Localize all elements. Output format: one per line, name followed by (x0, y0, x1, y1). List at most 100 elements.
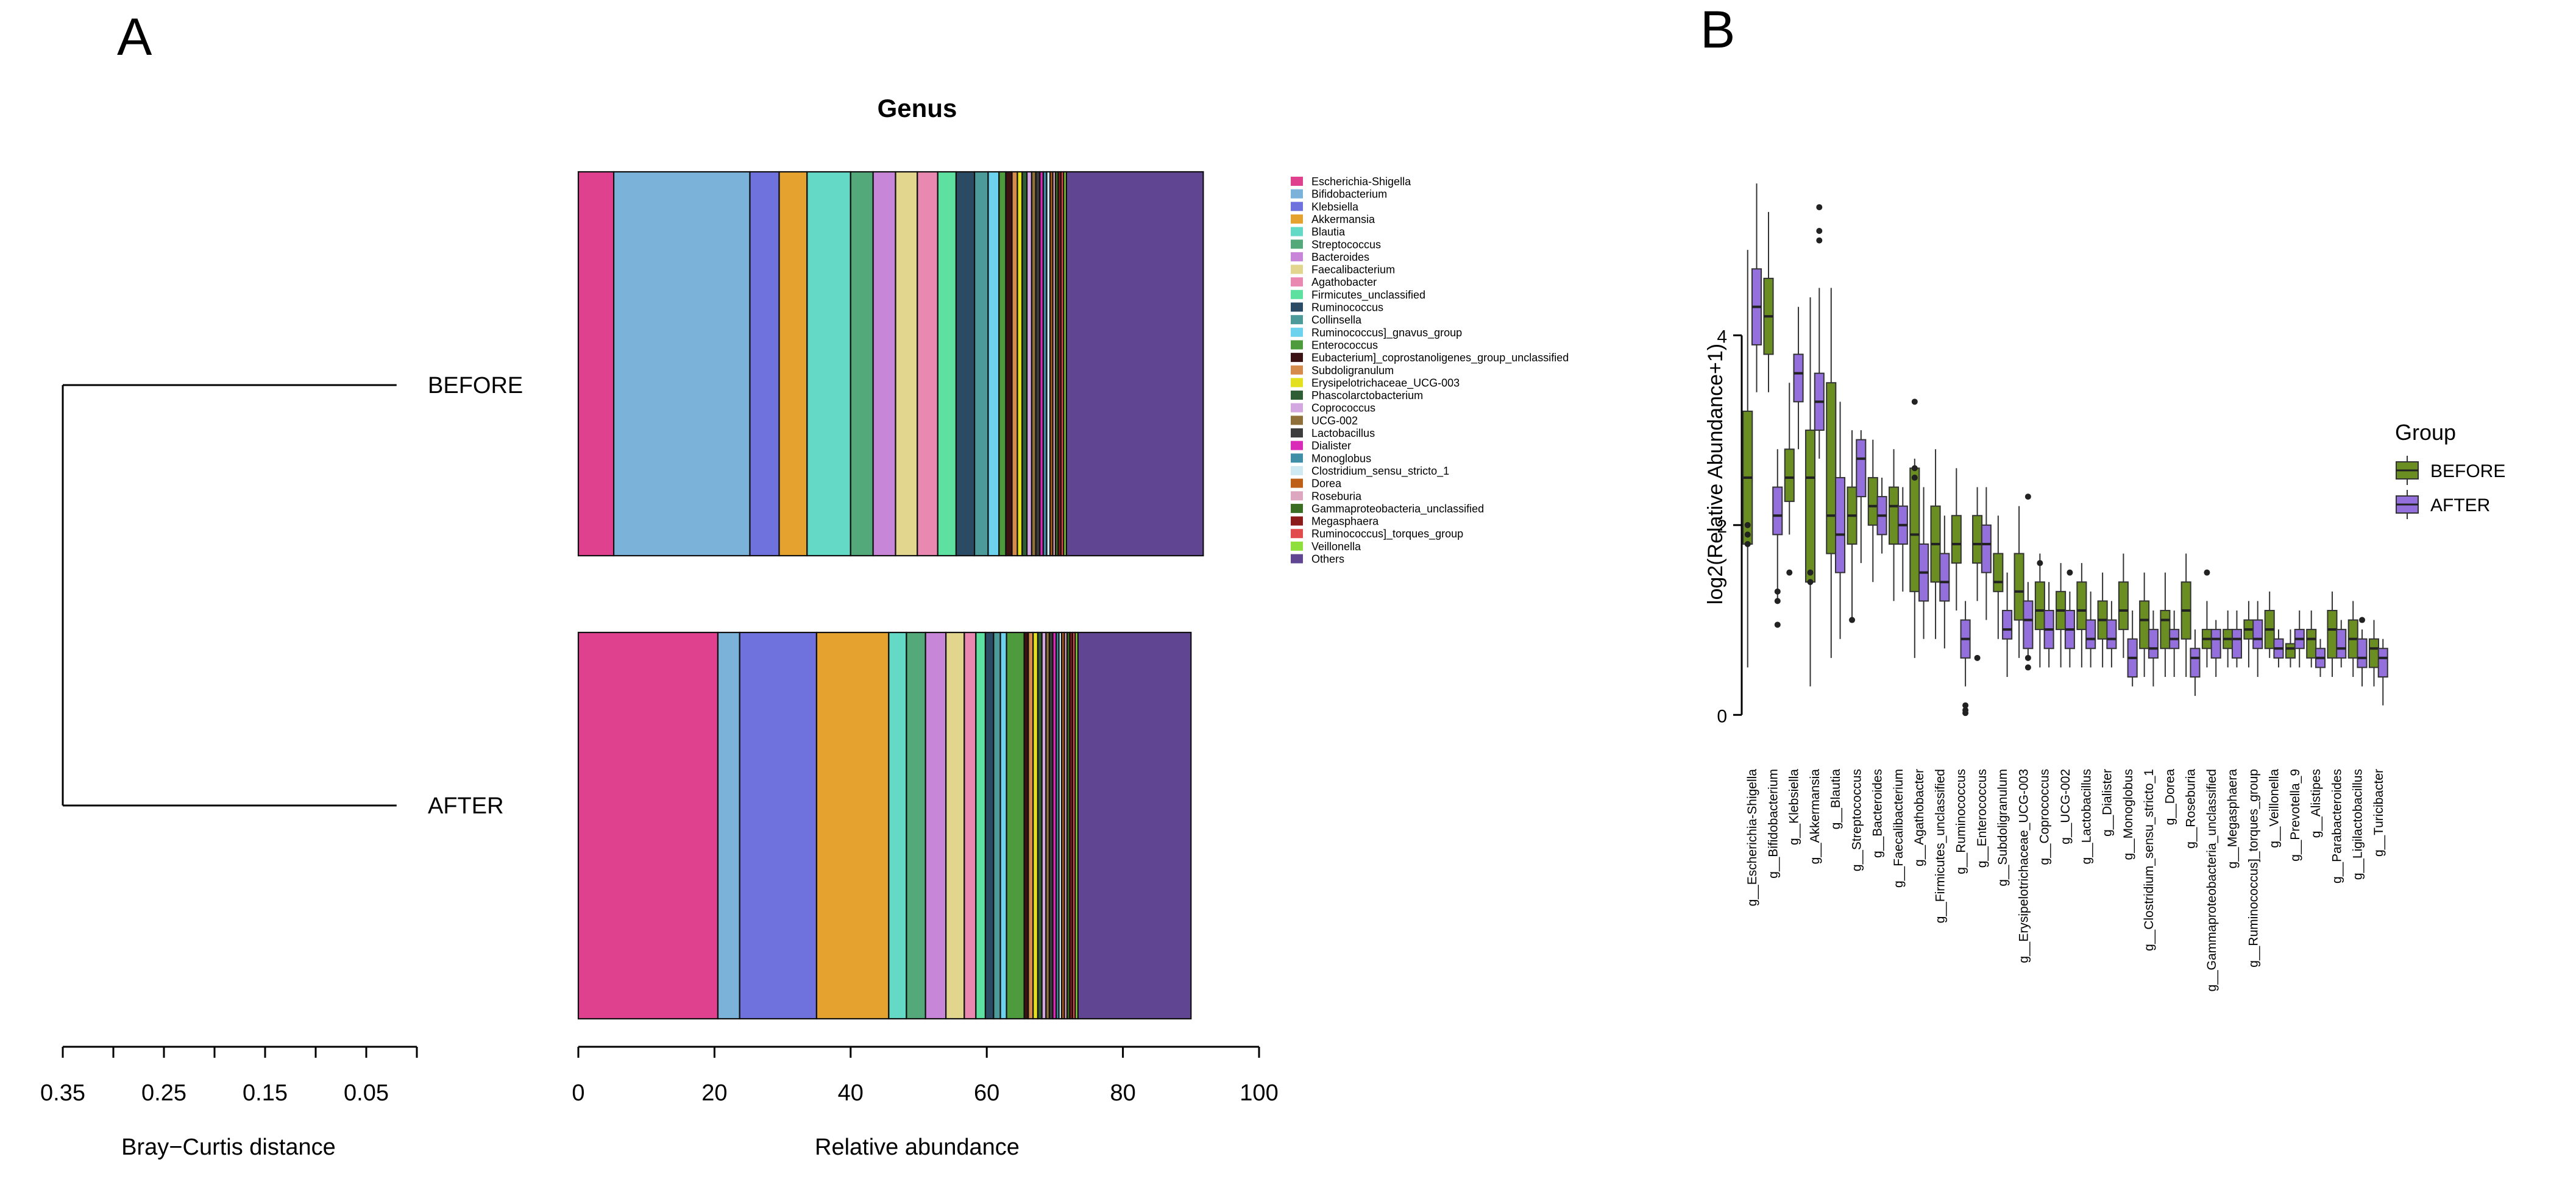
outlier-before-g-coprococcus (2037, 560, 2043, 567)
outlier-after-g-ucg-002 (2067, 569, 2073, 576)
box-before-g-akkermansia-iqr (1804, 430, 1816, 583)
x-tick-label-g-alistipes: g__Alistipes (2309, 769, 2323, 838)
outlier-before-g-escherichia-shigella (1744, 522, 1751, 528)
outlier-before-g-enterococcus (1974, 654, 1981, 661)
outlier-before-g-agathobacter (1911, 465, 1918, 472)
legend-swatch-erysipelotrichaceae-ucg-003 (1291, 378, 1303, 388)
box-before-g-coprococcus-iqr (2034, 581, 2045, 631)
legend-label-streptococcus: Streptococcus (1311, 238, 1381, 250)
box-after-g-megasphaera-iqr (2231, 629, 2242, 659)
x-tick-label-g-turicibacter: g__Turicibacter (2372, 769, 2386, 857)
legend-label-akkermansia: Akkermansia (1311, 213, 1375, 225)
dendrogram-tick-label: 0.25 (141, 1080, 186, 1106)
legend-label-coprococcus: Coprococcus (1311, 402, 1375, 414)
x-tick-label-g-dorea: g__Dorea (2163, 769, 2177, 826)
outlier-after-g-ruminococcus (1962, 710, 1969, 717)
outlier-after-g-erysipelotrichaceae-ucg-003 (2024, 654, 2031, 661)
legend-swatch-gammaproteobacteria-unclassified (1291, 503, 1303, 513)
legend-swatch-others (1291, 554, 1303, 564)
outlier-after-g-bifidobacterium (1774, 588, 1781, 595)
bar-before-phascolarctobacterium (1021, 171, 1028, 557)
dendrogram-tick-label: 0.15 (243, 1080, 288, 1106)
boxplot-y-axis: 0 2 4 (1717, 327, 1743, 726)
bar-after-others (1077, 631, 1192, 1020)
box-before-g-agathobacter-iqr (1909, 467, 1920, 592)
bar-after-ruminococcus-gnavus-group (999, 631, 1007, 1020)
dendrogram-leaf-before: BEFORE (428, 373, 523, 398)
outlier-after-g-ligilactobacillus (2358, 617, 2365, 623)
relative-abundance-x-label: Relative abundance (815, 1135, 1020, 1160)
legend-swatch-clostridium-sensu-stricto-1 (1291, 466, 1303, 475)
box-after-g-enterococcus-iqr (1981, 524, 1992, 573)
legend-swatch-firmicutes-unclassified (1291, 289, 1303, 299)
x-tick-label-g-agathobacter: g__Agathobacter (1912, 769, 1926, 866)
bar-before-erysipelotrichaceae-ucg-003 (1017, 171, 1023, 557)
dendrogram-tick-label: 0.35 (40, 1080, 85, 1106)
outlier-after-g-erysipelotrichaceae-ucg-003 (2024, 494, 2031, 500)
x-tick-label-g-akkermansia: g__Akkermansia (1808, 769, 1822, 865)
x-tick-label-g-firmicutes-unclassified: g__Firmicutes_unclassified (1933, 769, 1947, 923)
legend-swatch-blautia (1291, 227, 1303, 236)
outlier-before-g-gammaproteobacteria-unclassified (2204, 569, 2210, 576)
legend-label-clostridium-sensu-stricto-1: Clostridium_sensu_stricto_1 (1311, 465, 1449, 478)
box-before-g-prevotella-9-iqr (2285, 643, 2296, 659)
bar-after-akkermansia (815, 631, 890, 1020)
x-tick-label-g-clostridium-sensu-stricto-1: g__Clostridium_sensu_stricto_1 (2142, 769, 2156, 951)
bar-after-erysipelotrichaceae-ucg-003 (1032, 631, 1039, 1020)
legend-swatch-ruminococcus-torques-group (1291, 529, 1303, 539)
stack-tick-label: 0 (572, 1080, 584, 1106)
group-legend-items: BEFORE AFTER (2396, 456, 2505, 519)
x-tick-label-g-coprococcus: g__Coprococcus (2038, 769, 2052, 865)
box-after-g-subdoligranulum-iqr (2002, 609, 2013, 640)
relative-abundance-x-axis: 0 20 40 60 80 100 (572, 1046, 1279, 1106)
bar-before-eubacterium-coprostanoligenes-group-unclassified (1005, 171, 1013, 557)
x-tick-label-g-bifidobacterium: g__Bifidobacterium (1766, 769, 1780, 879)
outlier-before-g-escherichia-shigella (1744, 540, 1751, 547)
outlier-after-g-bifidobacterium (1774, 598, 1781, 604)
bar-before-collinsella (973, 171, 989, 557)
outlier-before-g-streptococcus (1849, 617, 1856, 623)
legend-label-lactobacillus: Lactobacillus (1311, 427, 1375, 439)
legend-label-erysipelotrichaceae-ucg-003: Erysipelotrichaceae_UCG-003 (1311, 377, 1460, 389)
legend-label-after: AFTER (2430, 495, 2490, 515)
bar-after-bacteroides (924, 631, 947, 1020)
box-before-g-faecalibacterium-iqr (1889, 486, 1900, 545)
box-after-g-parabacteroides-iqr (2336, 629, 2347, 659)
boxplot-y-tick-label: 2 (1717, 517, 1727, 537)
x-tick-label-g-enterococcus: g__Enterococcus (1975, 769, 1989, 868)
box-before-g-ruminococcus-iqr (1951, 515, 1962, 564)
box-after-g-turicibacter-iqr (2377, 648, 2388, 678)
outlier-after-g-erysipelotrichaceae-ucg-003 (2024, 664, 2031, 671)
dendrogram-tick-label: 0.05 (344, 1080, 389, 1106)
outlier-after-g-bifidobacterium (1774, 621, 1781, 628)
dendrogram-x-axis: 0.35 0.25 0.15 0.05 (40, 1046, 418, 1106)
box-before-g-monoglobus-iqr (2118, 581, 2129, 631)
legend-label-collinsella: Collinsella (1311, 314, 1362, 326)
stack-tick-label: 80 (1110, 1080, 1135, 1106)
outlier-after-g-akkermansia (1816, 237, 1823, 244)
x-tick-label-g-erysipelotrichaceae-ucg-003: g__Erysipelotrichaceae_UCG-003 (2017, 769, 2031, 963)
outlier-before-g-escherichia-shigella (1744, 531, 1751, 538)
x-tick-label-g-monoglobus: g__Monoglobus (2121, 769, 2135, 860)
legend-label-klebsiella: Klebsiella (1311, 200, 1359, 213)
x-tick-label-g-parabacteroides: g__Parabacteroides (2330, 769, 2344, 883)
legend-swatch-subdoligranulum (1291, 365, 1303, 375)
bar-after-faecalibacterium (945, 631, 965, 1020)
outlier-before-g-klebsiella (1786, 569, 1793, 576)
legend-label-ucg-002: UCG-002 (1311, 414, 1358, 427)
x-tick-label-g-faecalibacterium: g__Faecalibacterium (1892, 769, 1906, 888)
stack-tick-label: 60 (974, 1080, 999, 1106)
box-before-g-lactobacillus-iqr (2076, 581, 2087, 631)
bar-before-klebsiella (749, 171, 780, 557)
box-before-g-erysipelotrichaceae-ucg-003-iqr (2014, 553, 2024, 621)
outlier-before-g-akkermansia (1807, 579, 1814, 586)
legend-swatch-klebsiella (1291, 202, 1303, 211)
legend-label-others: Others (1311, 553, 1344, 565)
outlier-before-g-agathobacter (1911, 474, 1918, 481)
boxplot-y-tick-label: 0 (1717, 706, 1727, 726)
box-after-g-streptococcus-iqr (1856, 439, 1867, 498)
box-before-g-turicibacter-iqr (2368, 638, 2380, 668)
bar-before-bifidobacterium (612, 171, 751, 557)
legend-label-dialister: Dialister (1311, 440, 1351, 452)
